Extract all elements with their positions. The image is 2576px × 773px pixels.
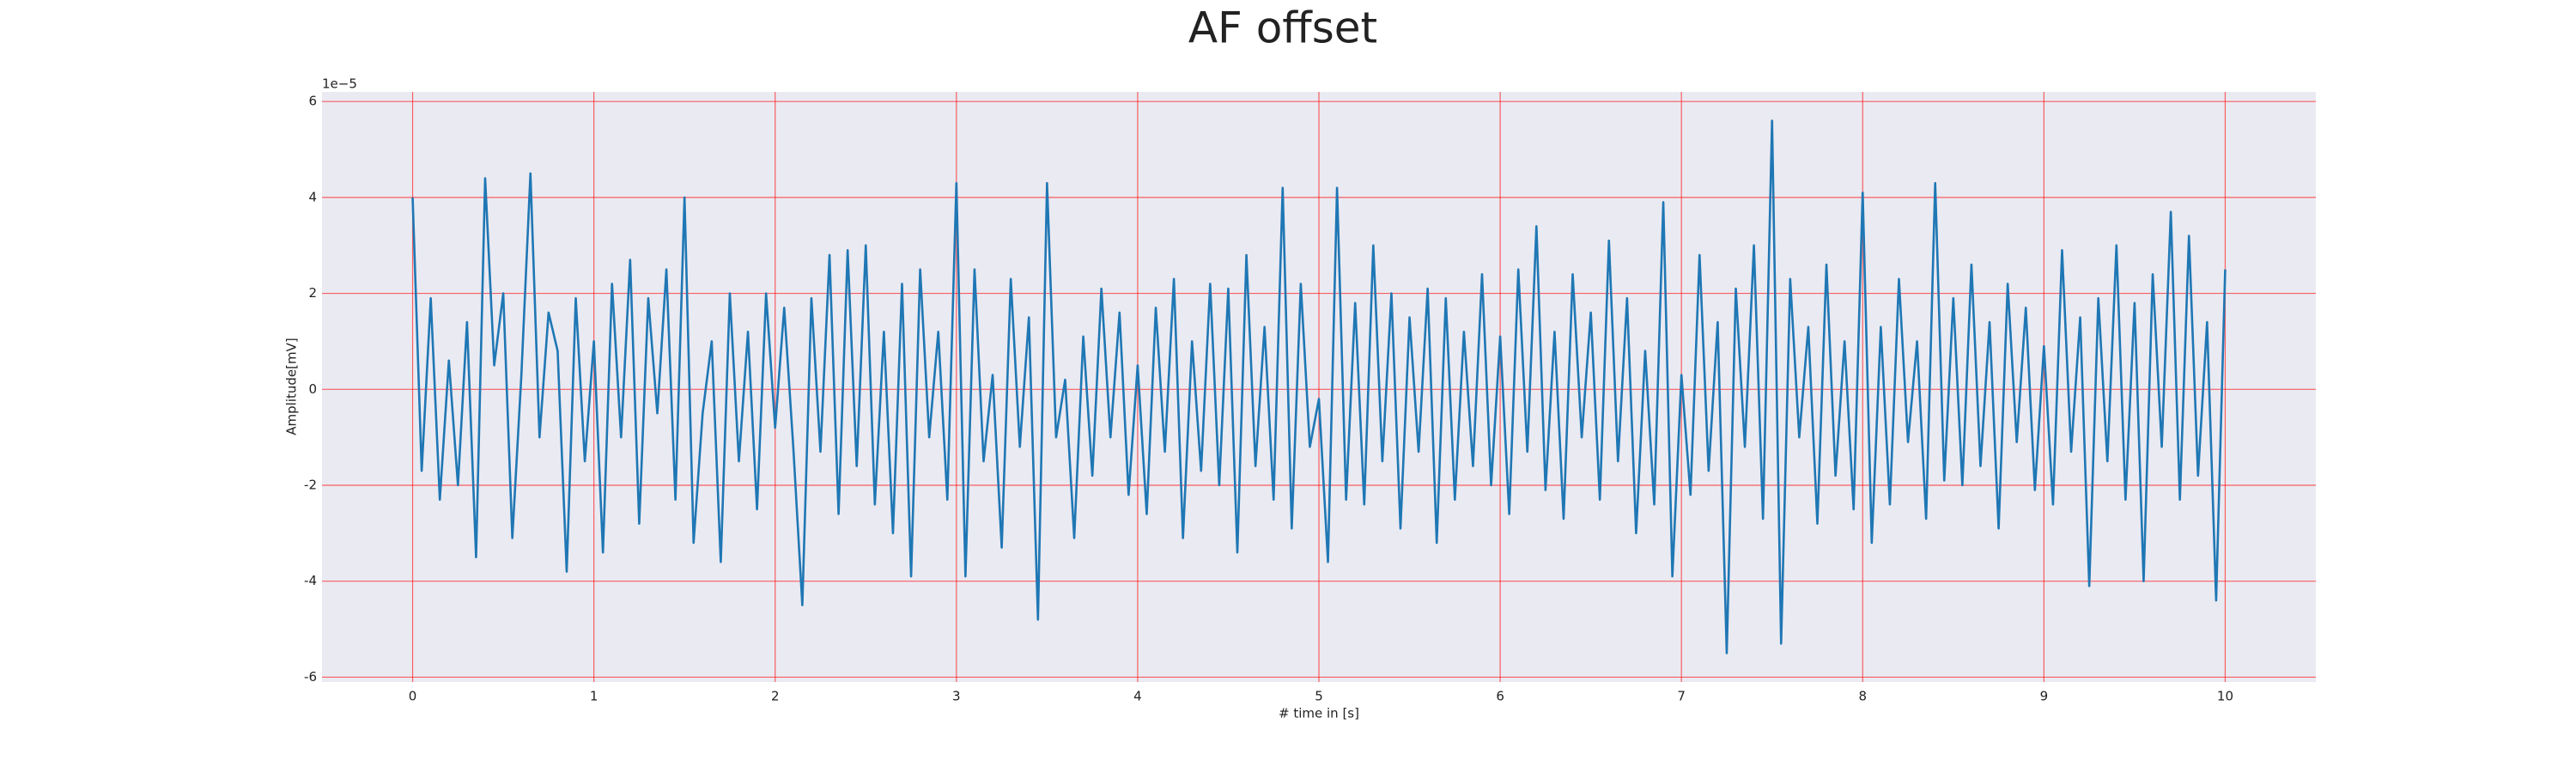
chart-title: AF offset <box>1188 3 1377 53</box>
data-layer <box>411 119 2227 654</box>
y-tick-label: 2 <box>308 285 317 301</box>
x-tick-label: 4 <box>1133 689 1142 704</box>
y-axis-label: Amplitude[mV] <box>284 338 300 435</box>
y-tick-label: 0 <box>308 381 317 397</box>
offset-text: 1e−5 <box>322 76 357 92</box>
x-axis-label: # time in [s] <box>1279 706 1359 721</box>
x-tick-label: 3 <box>952 689 961 704</box>
x-tick-label: 0 <box>409 689 417 704</box>
x-tick-label: 5 <box>1315 689 1323 704</box>
y-tick-label: -4 <box>304 573 317 588</box>
x-tick-label: 1 <box>590 689 598 704</box>
data-line <box>411 119 2227 654</box>
x-tick-label: 7 <box>1677 689 1686 704</box>
x-tick-label: 6 <box>1496 689 1504 704</box>
x-tick-label: 9 <box>2040 689 2049 704</box>
x-tick-label: 8 <box>1858 689 1867 704</box>
y-tick-label: 4 <box>308 189 317 204</box>
x-tick-label: 10 <box>2217 689 2233 704</box>
y-tick-label: 6 <box>308 94 317 109</box>
grid <box>322 92 2316 682</box>
y-tick-label: -6 <box>304 669 317 685</box>
y-tick-label: -2 <box>304 478 317 493</box>
x-tick-label: 2 <box>771 689 780 704</box>
